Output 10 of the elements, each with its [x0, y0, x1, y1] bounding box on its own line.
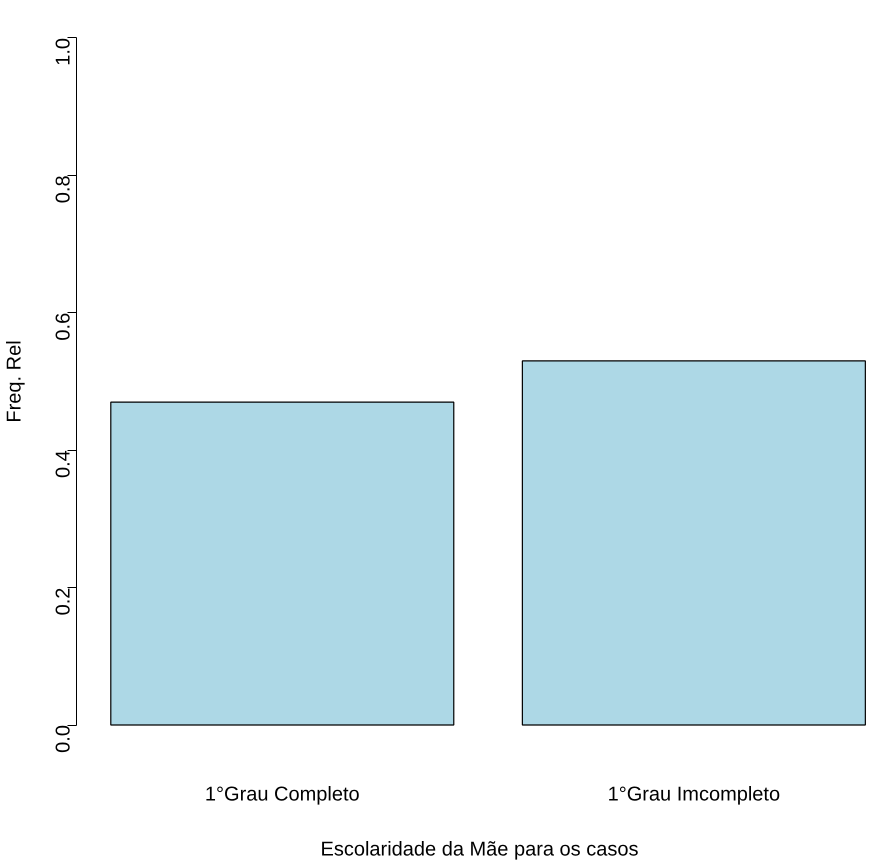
- x-tick-label: 1°Grau Imcompleto: [608, 784, 780, 806]
- y-tick-label: 0.2: [52, 588, 74, 616]
- x-axis-title: Escolaridade da Mãe para os casos: [320, 838, 638, 860]
- y-tick-label: 1.0: [52, 38, 74, 66]
- y-tick-label: 0.4: [52, 450, 74, 478]
- y-tick-label: 0.8: [52, 175, 74, 204]
- y-tick-label: 0.6: [52, 312, 74, 341]
- y-axis-title: Freq. Rel: [4, 340, 26, 423]
- x-tick-label: 1°Grau Completo: [204, 784, 360, 806]
- y-tick-label: 0.0: [52, 725, 74, 753]
